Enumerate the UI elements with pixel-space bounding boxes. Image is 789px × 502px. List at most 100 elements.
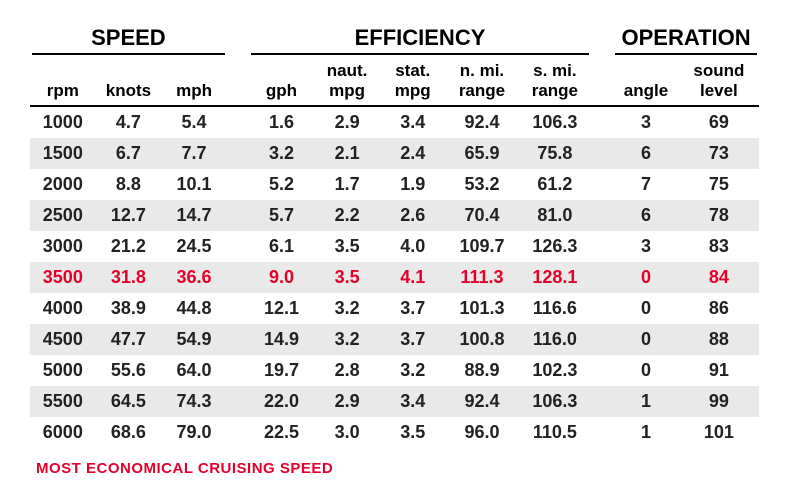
hdr-knots: knots	[96, 81, 162, 106]
table-row: 10004.75.41.62.93.492.4106.3369	[30, 106, 759, 138]
cell-srange: 81.0	[518, 200, 591, 231]
cell-smpg: 3.4	[380, 386, 446, 417]
cell-rpm: 1000	[30, 106, 96, 138]
cell-nmpg: 2.9	[314, 386, 380, 417]
cell-srange: 116.6	[518, 293, 591, 324]
table-row: 550064.574.322.02.93.492.4106.3199	[30, 386, 759, 417]
hdr-stat-top: stat.	[380, 57, 446, 81]
cell-knots: 31.8	[96, 262, 162, 293]
cell-gph: 19.7	[249, 355, 315, 386]
group-speed: SPEED	[32, 25, 225, 55]
cell-angle: 1	[613, 417, 679, 448]
cell-mph: 24.5	[161, 231, 227, 262]
cell-angle: 7	[613, 169, 679, 200]
cell-mph: 10.1	[161, 169, 227, 200]
cell-sound: 99	[679, 386, 759, 417]
cell-nrange: 92.4	[446, 386, 519, 417]
cell-knots: 64.5	[96, 386, 162, 417]
hdr-sound-top: sound	[679, 57, 759, 81]
cell-sound: 86	[679, 293, 759, 324]
cell-rpm: 3000	[30, 231, 96, 262]
table-row: 300021.224.56.13.54.0109.7126.3383	[30, 231, 759, 262]
hdr-nmi-top: n. mi.	[446, 57, 519, 81]
cell-nrange: 88.9	[446, 355, 519, 386]
cell-smpg: 2.4	[380, 138, 446, 169]
cell-angle: 3	[613, 106, 679, 138]
data-table: SPEED EFFICIENCY OPERATION naut. stat. n…	[30, 20, 759, 448]
table-row: 20008.810.15.21.71.953.261.2775	[30, 169, 759, 200]
cell-smpg: 3.2	[380, 355, 446, 386]
table-row: 250012.714.75.72.22.670.481.0678	[30, 200, 759, 231]
table-row: 500055.664.019.72.83.288.9102.3091	[30, 355, 759, 386]
cell-knots: 47.7	[96, 324, 162, 355]
cell-srange: 106.3	[518, 386, 591, 417]
cell-knots: 8.8	[96, 169, 162, 200]
cell-mph: 7.7	[161, 138, 227, 169]
cell-srange: 116.0	[518, 324, 591, 355]
cell-srange: 128.1	[518, 262, 591, 293]
cell-nrange: 65.9	[446, 138, 519, 169]
table-row: 15006.77.73.22.12.465.975.8673	[30, 138, 759, 169]
cell-nrange: 53.2	[446, 169, 519, 200]
cell-nmpg: 2.1	[314, 138, 380, 169]
cell-knots: 68.6	[96, 417, 162, 448]
cell-nrange: 111.3	[446, 262, 519, 293]
cell-nrange: 96.0	[446, 417, 519, 448]
cell-gph: 22.0	[249, 386, 315, 417]
hdr-angle: angle	[613, 81, 679, 106]
cell-sound: 75	[679, 169, 759, 200]
cell-smpg: 4.0	[380, 231, 446, 262]
table-body: 10004.75.41.62.93.492.4106.336915006.77.…	[30, 106, 759, 448]
cell-mph: 36.6	[161, 262, 227, 293]
cell-nrange: 70.4	[446, 200, 519, 231]
cell-sound: 88	[679, 324, 759, 355]
footer-note: MOST ECONOMICAL CRUISING SPEED	[30, 460, 759, 477]
cell-gph: 14.9	[249, 324, 315, 355]
hdr-gph: gph	[249, 81, 315, 106]
cell-rpm: 1500	[30, 138, 96, 169]
cell-smpg: 3.7	[380, 324, 446, 355]
cell-knots: 6.7	[96, 138, 162, 169]
cell-nrange: 109.7	[446, 231, 519, 262]
cell-mph: 14.7	[161, 200, 227, 231]
cell-sound: 78	[679, 200, 759, 231]
cell-nmpg: 2.9	[314, 106, 380, 138]
cell-angle: 0	[613, 262, 679, 293]
hdr-stat-bot: mpg	[380, 81, 446, 106]
table-row: 400038.944.812.13.23.7101.3116.6086	[30, 293, 759, 324]
cell-rpm: 4500	[30, 324, 96, 355]
group-operation: OPERATION	[615, 25, 757, 55]
cell-rpm: 4000	[30, 293, 96, 324]
cell-smpg: 1.9	[380, 169, 446, 200]
cell-angle: 0	[613, 324, 679, 355]
cell-angle: 3	[613, 231, 679, 262]
cell-smpg: 2.6	[380, 200, 446, 231]
cell-knots: 4.7	[96, 106, 162, 138]
cell-angle: 0	[613, 355, 679, 386]
cell-gph: 1.6	[249, 106, 315, 138]
cell-rpm: 5500	[30, 386, 96, 417]
cell-mph: 54.9	[161, 324, 227, 355]
cell-gph: 5.7	[249, 200, 315, 231]
cell-nmpg: 3.2	[314, 293, 380, 324]
cell-srange: 106.3	[518, 106, 591, 138]
cell-angle: 1	[613, 386, 679, 417]
cell-knots: 38.9	[96, 293, 162, 324]
cell-nmpg: 2.2	[314, 200, 380, 231]
cell-knots: 12.7	[96, 200, 162, 231]
cell-sound: 73	[679, 138, 759, 169]
cell-angle: 6	[613, 200, 679, 231]
cell-nmpg: 3.0	[314, 417, 380, 448]
cell-nmpg: 3.2	[314, 324, 380, 355]
performance-table: SPEED EFFICIENCY OPERATION naut. stat. n…	[30, 20, 759, 448]
hdr-mph: mph	[161, 81, 227, 106]
hdr-nmi-bot: range	[446, 81, 519, 106]
table-row: 350031.836.69.03.54.1111.3128.1084	[30, 262, 759, 293]
cell-rpm: 3500	[30, 262, 96, 293]
cell-gph: 6.1	[249, 231, 315, 262]
hdr-smi-top: s. mi.	[518, 57, 591, 81]
cell-smpg: 3.7	[380, 293, 446, 324]
cell-mph: 64.0	[161, 355, 227, 386]
cell-nmpg: 2.8	[314, 355, 380, 386]
cell-angle: 6	[613, 138, 679, 169]
